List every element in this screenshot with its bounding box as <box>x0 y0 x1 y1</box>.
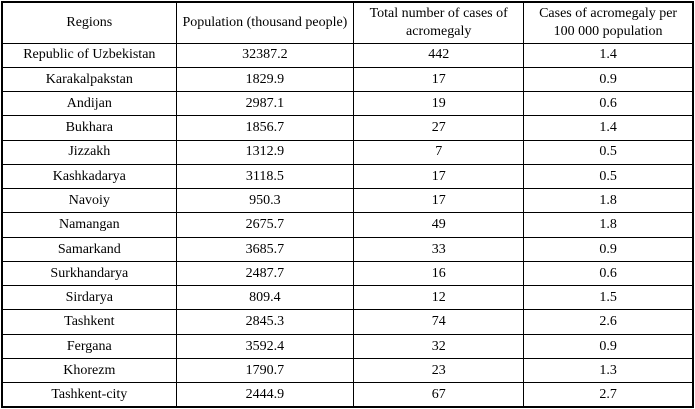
table-row: Jizzakh 1312.9 7 0.5 <box>1 139 694 165</box>
table-cell-population: 3685.7 <box>175 236 355 262</box>
table-row: Tashkent-city 2444.9 67 2.7 <box>1 382 694 408</box>
header-row: Regions Population (thousand people) Total… <box>1 1 694 44</box>
table-cell-cases-per-100000: 0.5 <box>523 139 694 165</box>
table-cell-region: Navoiy <box>1 188 177 214</box>
table-cell-total-cases: 33 <box>353 236 525 262</box>
table-row: Khorezm 1790.7 23 1.3 <box>1 357 694 384</box>
table-cell-total-cases: 16 <box>353 260 525 287</box>
table-cell-total-cases: 19 <box>353 91 525 117</box>
table-cell-region: Jizzakh <box>1 139 177 165</box>
table-cell-population: 950.3 <box>175 188 355 214</box>
table-cell-total-cases: 27 <box>353 115 525 141</box>
table-cell-population: 2444.9 <box>175 382 355 408</box>
table-cell-population: 1790.7 <box>175 357 355 384</box>
table-row: Surkhandarya 2487.7 16 0.6 <box>1 260 694 287</box>
table-cell-cases-per-100000: 2.7 <box>523 382 694 408</box>
table-cell-region: Khorezm <box>1 357 177 384</box>
table-row: Tashkent 2845.3 74 2.6 <box>1 309 694 335</box>
table-cell-region: Kashkadarya <box>1 163 177 190</box>
table-cell-population: 2987.1 <box>175 91 355 117</box>
table-cell-population: 32387.2 <box>175 42 355 68</box>
table-cell-total-cases: 67 <box>353 382 525 408</box>
table-cell-total-cases: 7 <box>353 139 525 165</box>
table-cell-total-cases: 12 <box>353 285 525 311</box>
table-cell-population: 3118.5 <box>175 163 355 190</box>
table-cell-region: Andijan <box>1 91 177 117</box>
table-row: Fergana 3592.4 32 0.9 <box>1 333 694 359</box>
table-cell-cases-per-100000: 1.4 <box>523 115 694 141</box>
table-cell-region: Bukhara <box>1 115 177 141</box>
table-row: Namangan 2675.7 49 1.8 <box>1 212 694 238</box>
table-cell-total-cases: 442 <box>353 42 525 68</box>
table-cell-region: Republic of Uzbekistan <box>1 42 177 68</box>
table-row: Navoiy 950.3 17 1.8 <box>1 188 694 214</box>
header-cell-total-cases: Total number of cases of acromegaly <box>353 1 525 44</box>
table-cell-population: 1312.9 <box>175 139 355 165</box>
table-row: Kashkadarya 3118.5 17 0.5 <box>1 163 694 190</box>
table-row: Samarkand 3685.7 33 0.9 <box>1 236 694 262</box>
table-cell-population: 3592.4 <box>175 333 355 359</box>
table-cell-total-cases: 32 <box>353 333 525 359</box>
table-cell-population: 809.4 <box>175 285 355 311</box>
table-body: Republic of Uzbekistan 32387.2 442 1.4 Karak… <box>1 42 694 408</box>
table-cell-cases-per-100000: 0.6 <box>523 260 694 287</box>
table-cell-cases-per-100000: 2.6 <box>523 309 694 335</box>
table-cell-cases-per-100000: 1.3 <box>523 357 694 384</box>
table-cell-total-cases: 17 <box>353 163 525 190</box>
table-cell-population: 2845.3 <box>175 309 355 335</box>
header-cell-region: Regions <box>1 1 177 44</box>
table-cell-cases-per-100000: 1.4 <box>523 42 694 68</box>
table-cell-region: Fergana <box>1 333 177 359</box>
table-cell-population: 1829.9 <box>175 66 355 93</box>
table-cell-region: Samarkand <box>1 236 177 262</box>
table-row: Republic of Uzbekistan 32387.2 442 1.4 <box>1 42 694 68</box>
table-cell-region: Sirdarya <box>1 285 177 311</box>
table-cell-total-cases: 17 <box>353 188 525 214</box>
table-cell-cases-per-100000: 0.9 <box>523 333 694 359</box>
table-cell-cases-per-100000: 0.9 <box>523 236 694 262</box>
table-cell-total-cases: 17 <box>353 66 525 93</box>
table-cell-total-cases: 49 <box>353 212 525 238</box>
table-row: Sirdarya 809.4 12 1.5 <box>1 285 694 311</box>
table-cell-total-cases: 23 <box>353 357 525 384</box>
table-cell-region: Karakalpakstan <box>1 66 177 93</box>
table-cell-region: Namangan <box>1 212 177 238</box>
table-cell-region: Surkhandarya <box>1 260 177 287</box>
table-row: Bukhara 1856.7 27 1.4 <box>1 115 694 141</box>
table-cell-population: 1856.7 <box>175 115 355 141</box>
table-cell-region: Tashkent-city <box>1 382 177 408</box>
table-cell-region: Tashkent <box>1 309 177 335</box>
header-cell-population: Population (thousand people) <box>175 1 355 44</box>
table-cell-cases-per-100000: 0.9 <box>523 66 694 93</box>
table-cell-cases-per-100000: 1.8 <box>523 212 694 238</box>
table-cell-population: 2487.7 <box>175 260 355 287</box>
table-cell-total-cases: 74 <box>353 309 525 335</box>
table-cell-cases-per-100000: 1.5 <box>523 285 694 311</box>
table-cell-population: 2675.7 <box>175 212 355 238</box>
table-row: Karakalpakstan 1829.9 17 0.9 <box>1 66 694 93</box>
header-cell-cases-per-100000: Cases of acromegaly per 100 000 populati… <box>523 1 694 44</box>
table-row: Andijan 2987.1 19 0.6 <box>1 91 694 117</box>
table-cell-cases-per-100000: 0.6 <box>523 91 694 117</box>
table-cell-cases-per-100000: 0.5 <box>523 163 694 190</box>
table-cell-cases-per-100000: 1.8 <box>523 188 694 214</box>
